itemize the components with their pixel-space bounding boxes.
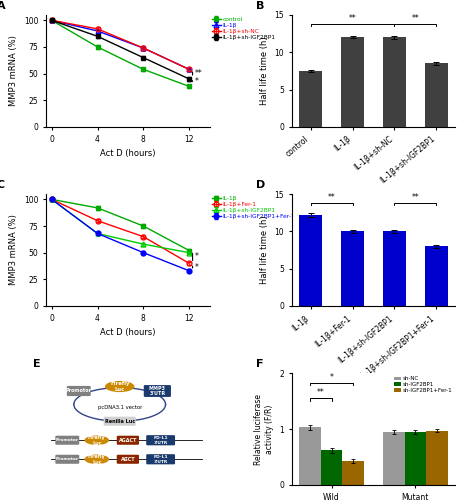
Text: A: A: [0, 2, 6, 12]
Bar: [341, 461, 364, 485]
Text: **: **: [195, 69, 202, 78]
FancyBboxPatch shape: [117, 454, 139, 464]
FancyBboxPatch shape: [103, 416, 135, 426]
Text: Promotor: Promotor: [56, 438, 78, 442]
X-axis label: Act D (hours): Act D (hours): [100, 149, 155, 158]
Ellipse shape: [84, 454, 109, 464]
Bar: [424, 64, 447, 127]
FancyBboxPatch shape: [55, 436, 79, 445]
Text: *: *: [329, 373, 333, 382]
Bar: [425, 430, 447, 485]
Text: **: **: [348, 14, 356, 23]
Legend: sh-NC, sh-IGF2BP1, sh-IGF2BP1+Fer-1: sh-NC, sh-IGF2BP1, sh-IGF2BP1+Fer-1: [391, 374, 453, 396]
Text: E: E: [33, 360, 40, 370]
Text: PD-L1
3'UTR: PD-L1 3'UTR: [153, 436, 168, 444]
FancyBboxPatch shape: [67, 386, 90, 396]
Bar: [340, 232, 363, 306]
Text: Promotor: Promotor: [56, 458, 78, 462]
Bar: [382, 432, 404, 485]
FancyBboxPatch shape: [146, 454, 175, 464]
Text: Firefly
Luc: Firefly Luc: [88, 435, 106, 446]
Y-axis label: Half life time (h): Half life time (h): [259, 36, 268, 106]
Bar: [382, 38, 405, 127]
Bar: [424, 246, 447, 306]
Text: pcDNA3.1 vector: pcDNA3.1 vector: [97, 406, 141, 410]
Text: *: *: [195, 252, 198, 262]
Text: B: B: [255, 2, 263, 12]
FancyBboxPatch shape: [144, 385, 171, 397]
Y-axis label: Half life time (h): Half life time (h): [259, 216, 268, 284]
Text: Firefly
Luc: Firefly Luc: [110, 381, 129, 392]
FancyBboxPatch shape: [146, 435, 175, 446]
Bar: [320, 450, 341, 485]
Text: *: *: [195, 263, 198, 272]
Text: AG̸CT: AG̸CT: [120, 457, 135, 462]
Y-axis label: MMP3 mRNA (%): MMP3 mRNA (%): [9, 214, 18, 286]
Text: **: **: [316, 388, 324, 397]
Legend: IL-1β, IL-1β+Fer-1, IL-1β+sh-IGF2BP1, IL-1β+sh-IGF2BP1+Fer-1: IL-1β, IL-1β+Fer-1, IL-1β+sh-IGF2BP1, IL…: [209, 194, 297, 222]
Text: *: *: [195, 76, 198, 86]
X-axis label: Act D (hours): Act D (hours): [100, 328, 155, 337]
Text: **: **: [411, 14, 419, 23]
Bar: [298, 215, 321, 306]
Text: **: **: [327, 194, 335, 202]
Text: Firefly
Luc: Firefly Luc: [88, 454, 106, 464]
Text: D: D: [255, 180, 264, 190]
Bar: [340, 38, 363, 127]
Y-axis label: MMP3 mRNA (%): MMP3 mRNA (%): [9, 36, 18, 107]
Text: C: C: [0, 180, 5, 190]
Y-axis label: Relative luciferase
activity (F/R): Relative luciferase activity (F/R): [254, 394, 273, 464]
Bar: [298, 71, 321, 127]
Text: PD-L1
3'UTR: PD-L1 3'UTR: [153, 455, 168, 464]
Ellipse shape: [84, 436, 109, 445]
Bar: [404, 432, 425, 485]
Text: AGΔCT: AGΔCT: [118, 438, 137, 442]
Text: MMP3
3'UTR: MMP3 3'UTR: [149, 386, 166, 396]
Bar: [298, 428, 320, 485]
Text: Promotor: Promotor: [66, 388, 91, 394]
FancyBboxPatch shape: [117, 436, 139, 445]
FancyBboxPatch shape: [55, 454, 79, 464]
Text: F: F: [255, 360, 263, 370]
Ellipse shape: [105, 381, 134, 392]
Text: Renilla Luc: Renilla Luc: [104, 418, 134, 424]
Text: **: **: [411, 194, 419, 202]
Bar: [382, 232, 405, 306]
Legend: control, IL-1β, IL-1β+sh-NC, IL-1β+sh-IGF2BP1: control, IL-1β, IL-1β+sh-NC, IL-1β+sh-IG…: [209, 15, 277, 42]
